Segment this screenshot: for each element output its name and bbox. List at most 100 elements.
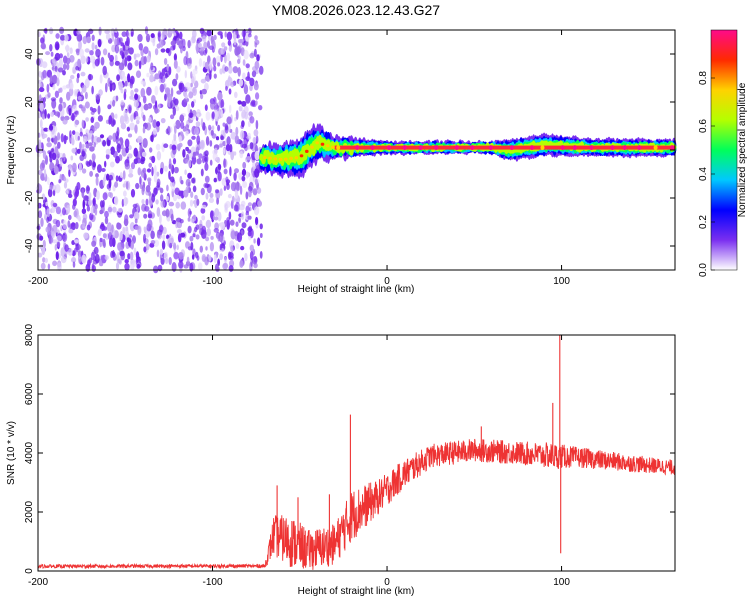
noise-blob <box>80 55 86 64</box>
noise-blob <box>42 150 47 159</box>
noise-blob <box>57 141 61 149</box>
noise-blob <box>154 48 159 56</box>
noise-blob <box>175 201 180 209</box>
noise-blob <box>218 232 224 243</box>
noise-blob <box>248 189 252 198</box>
noise-blob <box>143 56 147 65</box>
noise-blob <box>44 108 47 119</box>
noise-blob <box>141 199 145 205</box>
noise-blob <box>190 241 194 251</box>
noise-blob <box>45 226 51 233</box>
noise-blob <box>68 193 73 198</box>
noise-blob <box>178 252 184 260</box>
noise-blob <box>81 208 87 215</box>
noise-blob <box>139 144 143 154</box>
noise-blob <box>93 126 97 132</box>
noise-blob <box>172 106 176 116</box>
spectrogram-x-tick-label: -200 <box>28 276 48 287</box>
noise-blob <box>121 76 128 82</box>
noise-blob <box>123 109 128 119</box>
noise-blob <box>156 249 160 258</box>
noise-blob <box>102 233 107 239</box>
noise-blob <box>252 188 258 196</box>
noise-blob <box>228 252 234 259</box>
ridge-hotspot <box>273 157 278 161</box>
noise-blob <box>91 34 95 41</box>
noise-blob <box>205 246 208 251</box>
noise-blob <box>91 108 97 113</box>
noise-blob <box>71 147 77 154</box>
noise-blob <box>228 88 232 95</box>
noise-blob <box>201 35 207 42</box>
noise-blob <box>255 100 258 106</box>
noise-blob <box>249 244 254 252</box>
noise-blob <box>189 199 194 207</box>
noise-blob <box>219 253 224 261</box>
noise-blob <box>137 135 143 143</box>
noise-blob <box>217 92 223 101</box>
noise-blob <box>38 94 42 101</box>
noise-blob <box>59 87 63 93</box>
noise-blob <box>230 81 235 88</box>
noise-blob <box>207 40 210 49</box>
noise-blob <box>210 100 216 110</box>
noise-blob <box>150 240 156 245</box>
noise-blob <box>54 146 59 155</box>
noise-blob <box>124 138 130 149</box>
noise-blob <box>187 149 192 154</box>
noise-blob <box>76 148 81 154</box>
noise-blob <box>146 168 152 173</box>
snr-spikes <box>276 335 562 554</box>
noise-blob <box>188 112 194 118</box>
spectrogram-y-tick-label: 40 <box>24 48 35 60</box>
noise-blob <box>179 219 184 224</box>
noise-blob <box>124 262 130 271</box>
noise-blob <box>107 52 111 59</box>
noise-blob <box>158 103 161 110</box>
noise-blob <box>252 66 258 72</box>
noise-blob <box>191 254 195 260</box>
noise-blob <box>253 82 259 91</box>
noise-blob <box>65 189 69 196</box>
noise-blob <box>186 256 190 263</box>
noise-blob <box>205 219 212 229</box>
noise-blob <box>62 176 67 182</box>
noise-blob <box>128 105 132 114</box>
noise-blob <box>120 100 124 106</box>
noise-blob <box>198 153 203 159</box>
noise-blob <box>200 46 205 52</box>
ridge-hotspot <box>610 145 615 151</box>
noise-blob <box>212 215 216 221</box>
noise-blob <box>128 168 133 175</box>
noise-blob <box>156 150 162 161</box>
noise-blob <box>90 116 95 123</box>
noise-blob <box>241 222 247 229</box>
ridge-hotspot <box>310 145 314 149</box>
noise-blob <box>129 122 135 131</box>
noise-blob <box>219 243 222 251</box>
noise-blob <box>234 189 239 200</box>
noise-blob <box>93 246 99 255</box>
noise-blob <box>109 80 113 86</box>
noise-blob <box>142 185 146 192</box>
noise-blob <box>254 178 258 186</box>
noise-blob <box>45 201 48 207</box>
noise-blob <box>202 155 206 164</box>
noise-blob <box>133 100 139 108</box>
snr-x-tick-label: -100 <box>203 577 223 588</box>
noise-blob <box>55 206 62 215</box>
snr-x-axis: -200 -100 0 100 <box>28 335 570 588</box>
noise-blob <box>178 142 183 148</box>
noise-blob <box>124 259 129 264</box>
noise-blob <box>153 165 157 175</box>
noise-blob <box>196 135 201 145</box>
noise-blob <box>178 82 183 91</box>
noise-blob <box>241 100 247 107</box>
noise-blob <box>163 58 168 65</box>
noise-blob <box>114 60 120 66</box>
noise-blob <box>146 72 150 78</box>
noise-blob <box>100 56 105 66</box>
noise-blob <box>91 160 96 171</box>
noise-blob <box>154 85 159 96</box>
noise-blob <box>63 181 68 189</box>
